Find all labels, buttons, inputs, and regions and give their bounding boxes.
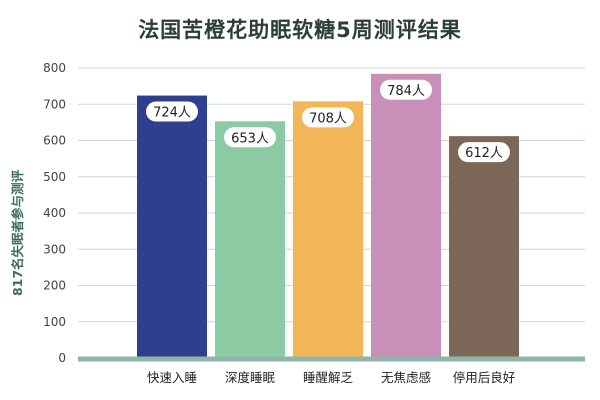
value-label: 708人 — [309, 111, 347, 126]
value-label-pill — [224, 127, 276, 148]
y-tick-label: 600 — [43, 134, 66, 148]
bar-3 — [293, 101, 363, 358]
bars: 724人 653人 708人 784人 612人 — [137, 73, 519, 359]
value-label: 724人 — [153, 106, 191, 121]
y-tick-label: 200 — [43, 279, 66, 293]
category-label: 无焦虑感 — [381, 370, 431, 385]
y-tick-label: 500 — [43, 170, 66, 184]
category-label: 快速入睡 — [147, 370, 197, 385]
category-label: 停用后良好 — [453, 370, 516, 385]
chart-title: 法国苦橙花助眠软糖5周测评结果 — [138, 18, 462, 42]
bar-4 — [371, 73, 441, 359]
value-label: 612人 — [465, 146, 503, 161]
value-label: 784人 — [387, 84, 425, 99]
y-tick-label: 100 — [43, 315, 66, 329]
y-tick-label: 300 — [43, 242, 66, 256]
y-tick-label: 0 — [58, 351, 66, 365]
y-axis-ticks: 0 100 200 300 400 500 600 700 800 — [43, 61, 66, 365]
category-label: 深度睡眠 — [225, 370, 276, 385]
y-axis-label: 817名失眠者参与测评 — [10, 169, 25, 296]
value-label-pill — [302, 107, 354, 128]
value-label-pill — [380, 79, 432, 100]
bar-2 — [215, 121, 285, 358]
x-axis-categories: 快速入睡 深度睡眠 睡醒解乏 无焦虑感 停用后良好 — [147, 370, 515, 385]
y-tick-label: 700 — [43, 97, 66, 111]
value-label-pill — [458, 142, 510, 163]
value-label: 653人 — [231, 131, 269, 146]
bar-5 — [449, 136, 519, 358]
bar-1 — [137, 95, 207, 359]
y-tick-label: 400 — [43, 206, 66, 220]
category-label: 睡醒解乏 — [303, 370, 354, 385]
y-tick-label: 800 — [43, 61, 66, 75]
value-label-pill — [146, 101, 198, 122]
